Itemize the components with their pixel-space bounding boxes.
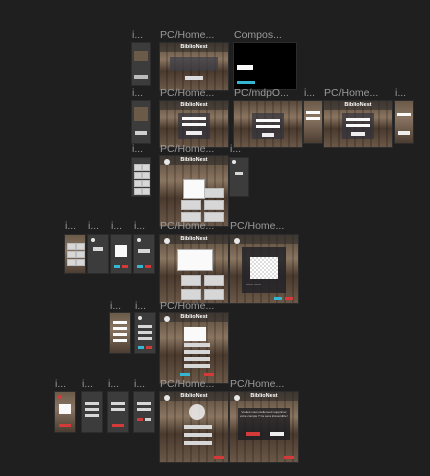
frame-label[interactable]: PC/mdpO...: [234, 87, 289, 99]
frame-label[interactable]: i...: [82, 378, 94, 390]
frame-mobile[interactable]: [107, 391, 129, 433]
app-title: BiblioNest: [344, 102, 372, 108]
frame-mobile[interactable]: [54, 391, 76, 433]
frame-label[interactable]: PC/Home...: [160, 87, 215, 99]
frame-mobile[interactable]: [131, 100, 151, 144]
delete-account-message: Voulez-vous réellement supprimer votre c…: [239, 410, 289, 418]
frame-label[interactable]: i...: [55, 378, 67, 390]
app-title: BiblioNest: [180, 236, 208, 242]
frame-pc-home[interactable]: BiblioNest: [159, 42, 229, 91]
frame-pc-home-form[interactable]: BiblioNest: [159, 312, 229, 384]
frame-label[interactable]: i...: [134, 220, 146, 232]
frame-mobile[interactable]: [303, 100, 323, 144]
frame-label[interactable]: i...: [88, 220, 100, 232]
frame-label[interactable]: i...: [65, 220, 77, 232]
app-title: BiblioNest: [180, 393, 208, 399]
frame-label[interactable]: i...: [132, 143, 144, 155]
cancel-button[interactable]: [270, 432, 284, 436]
frame-label[interactable]: PC/Home...: [160, 143, 215, 155]
frame-pc-home-2[interactable]: BiblioNest: [323, 100, 393, 148]
frame-label[interactable]: i...: [110, 300, 122, 312]
frame-mobile-home[interactable]: [131, 42, 151, 86]
app-title: BiblioNest: [180, 44, 208, 50]
frame-label[interactable]: i...: [108, 378, 120, 390]
frame-mobile[interactable]: [64, 234, 86, 274]
frame-label[interactable]: i...: [395, 87, 407, 99]
frame-pc-password[interactable]: [233, 100, 303, 148]
app-title: BiblioNest: [180, 314, 208, 320]
avatar[interactable]: [164, 238, 170, 244]
avatar[interactable]: [234, 238, 240, 244]
frame-mobile-list[interactable]: [131, 157, 151, 197]
avatar[interactable]: [164, 395, 170, 401]
frame-label[interactable]: PC/Home...: [230, 220, 285, 232]
frame-label[interactable]: i...: [135, 300, 147, 312]
frame-label[interactable]: i...: [132, 87, 144, 99]
frame-label[interactable]: i...: [111, 220, 123, 232]
frame-label[interactable]: i...: [304, 87, 316, 99]
frame-mobile[interactable]: [87, 234, 109, 274]
app-title: BiblioNest: [180, 157, 208, 163]
frame-label[interactable]: i...: [230, 143, 242, 155]
frame-label[interactable]: Compos...: [234, 29, 282, 41]
frame-mobile[interactable]: [133, 391, 155, 433]
app-title: BiblioNest: [250, 393, 278, 399]
avatar[interactable]: [234, 395, 240, 401]
frame-pc-home-add[interactable]: BiblioNest: [159, 391, 229, 463]
frame-label[interactable]: PC/Home...: [324, 87, 379, 99]
frame-pc-home-edit[interactable]: —— ——: [229, 234, 299, 304]
frame-label[interactable]: PC/Home...: [160, 220, 215, 232]
frame-pc-home-delete[interactable]: BiblioNest Voulez-vous réellement suppri…: [229, 391, 299, 463]
frame-mobile[interactable]: [134, 312, 156, 354]
frame-mobile[interactable]: [394, 100, 414, 144]
frame-label[interactable]: i...: [132, 29, 144, 41]
frame-mobile[interactable]: [229, 157, 249, 197]
frame-mobile[interactable]: [81, 391, 103, 433]
frame-component[interactable]: [233, 42, 297, 90]
frame-pc-home-books[interactable]: BiblioNest: [159, 155, 229, 227]
frame-mobile[interactable]: [133, 234, 155, 274]
avatar[interactable]: [164, 316, 170, 322]
frame-label[interactable]: PC/Home...: [230, 378, 285, 390]
frame-label[interactable]: PC/Home...: [160, 378, 215, 390]
frame-label[interactable]: i...: [134, 378, 146, 390]
app-title: BiblioNest: [180, 102, 208, 108]
frame-mobile[interactable]: [110, 234, 132, 274]
frame-label[interactable]: PC/Home...: [160, 300, 215, 312]
confirm-delete-button[interactable]: [246, 432, 260, 436]
frame-label[interactable]: PC/Home...: [160, 29, 215, 41]
frame-mobile[interactable]: [109, 312, 131, 354]
frame-pc-home-login[interactable]: BiblioNest: [159, 100, 229, 148]
avatar[interactable]: [164, 159, 170, 165]
frame-pc-home-detail[interactable]: BiblioNest: [159, 234, 229, 304]
